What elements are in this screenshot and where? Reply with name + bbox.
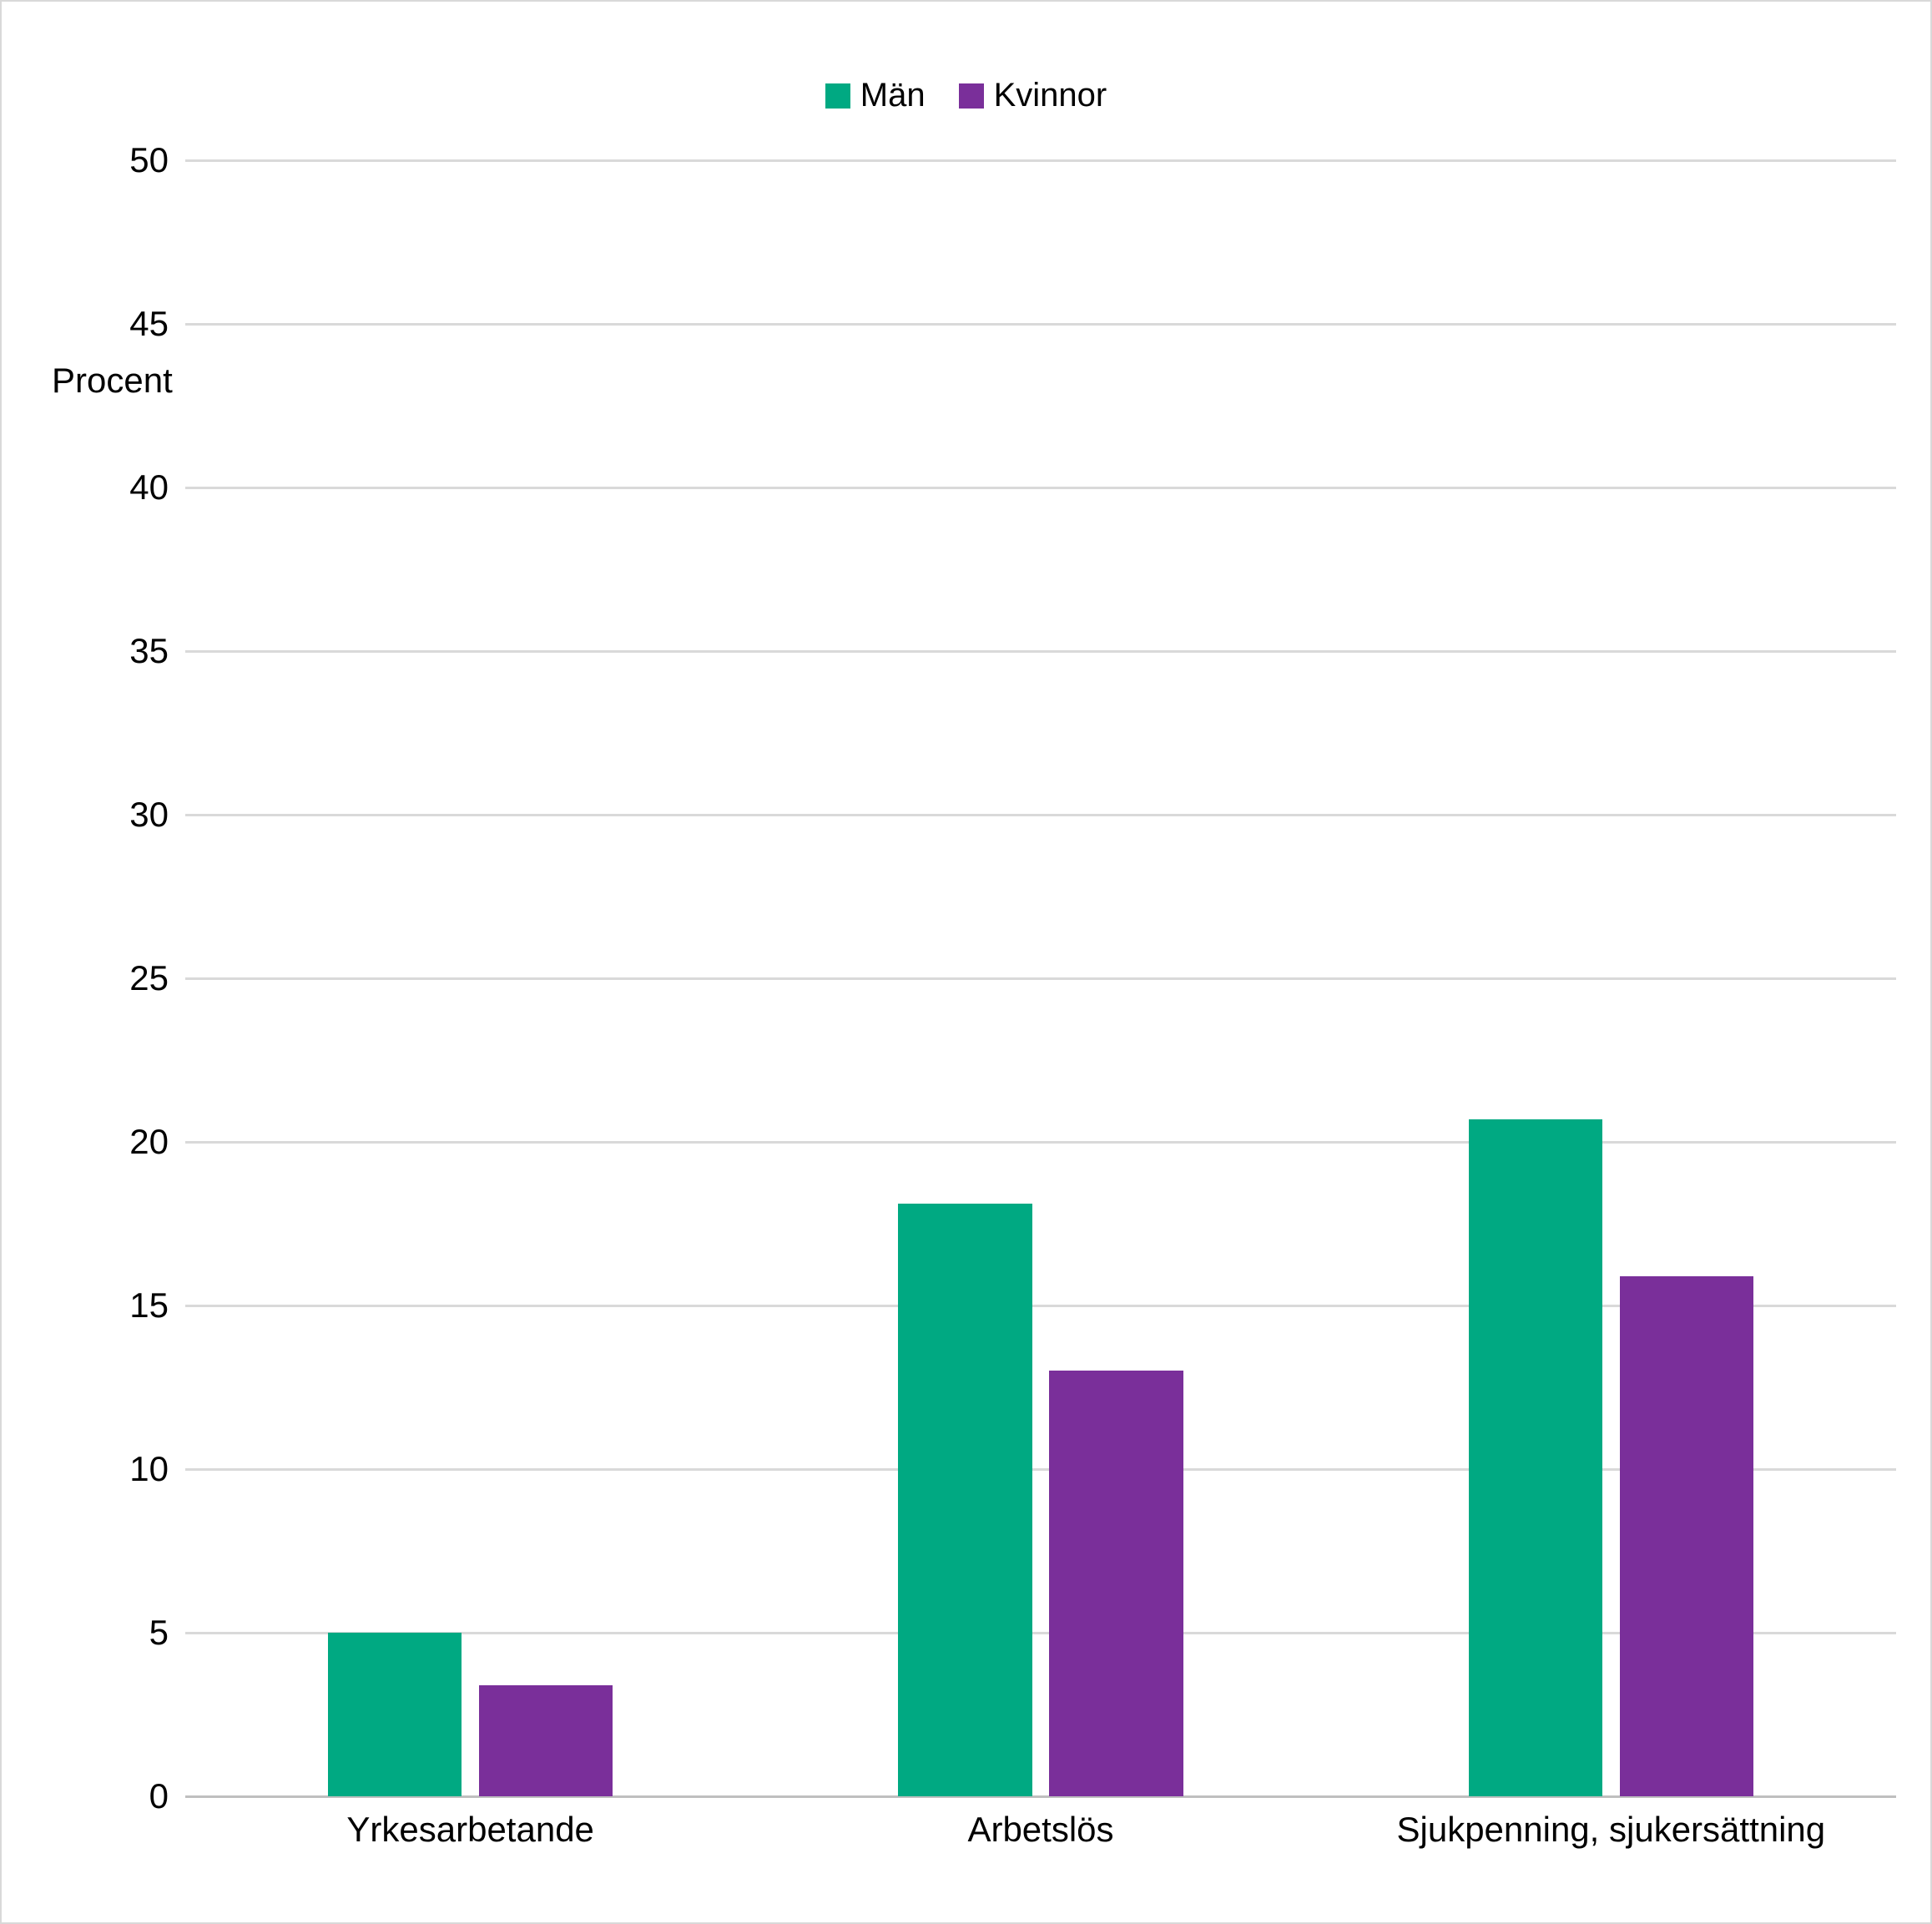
chart-frame: MänKvinnor Procent 05101520253035404550Y… — [0, 0, 1932, 1924]
y-tick-label: 25 — [52, 958, 169, 998]
legend-item: Män — [825, 77, 926, 114]
legend-label: Män — [860, 77, 926, 114]
gridline — [185, 977, 1896, 980]
bar — [898, 1204, 1032, 1796]
gridline — [185, 487, 1896, 489]
y-tick-label: 50 — [52, 140, 169, 180]
y-axis-title: Procent — [52, 361, 173, 401]
bar — [479, 1685, 613, 1796]
y-tick-label: 10 — [52, 1449, 169, 1489]
bar — [1469, 1119, 1603, 1796]
legend-swatch — [959, 83, 984, 109]
x-category-label: Yrkesarbetande — [185, 1810, 755, 1850]
x-category-label: Sjukpenning, sjukersättning — [1326, 1810, 1896, 1850]
gridline — [185, 159, 1896, 162]
y-tick-label: 45 — [52, 304, 169, 344]
gridline — [185, 814, 1896, 816]
legend-item: Kvinnor — [959, 77, 1107, 114]
y-tick-label: 40 — [52, 467, 169, 508]
legend-label: Kvinnor — [994, 77, 1107, 114]
gridline — [185, 650, 1896, 653]
y-tick-label: 30 — [52, 795, 169, 835]
gridline — [185, 323, 1896, 326]
bar — [1620, 1276, 1754, 1796]
x-category-label: Arbetslös — [755, 1810, 1325, 1850]
y-tick-label: 15 — [52, 1285, 169, 1326]
bar — [1049, 1371, 1183, 1796]
y-tick-label: 0 — [52, 1776, 169, 1816]
legend-swatch — [825, 83, 850, 109]
y-tick-label: 5 — [52, 1613, 169, 1653]
plot-area: 05101520253035404550YrkesarbetandeArbets… — [185, 160, 1896, 1796]
gridline — [185, 1141, 1896, 1144]
legend: Män Kvinnor — [2, 77, 1930, 114]
y-tick-label: 35 — [52, 631, 169, 671]
y-tick-label: 20 — [52, 1122, 169, 1162]
bar — [328, 1633, 462, 1796]
